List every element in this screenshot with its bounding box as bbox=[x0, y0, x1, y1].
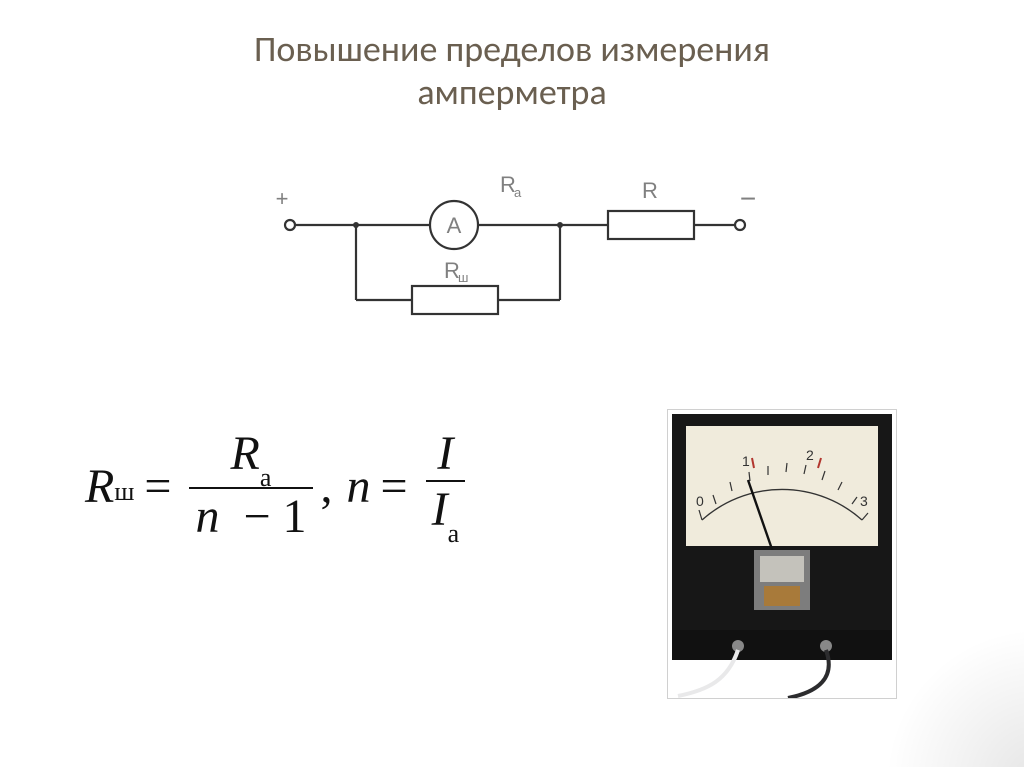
scale-panel bbox=[686, 426, 878, 546]
coil bbox=[764, 586, 800, 606]
base-block bbox=[672, 630, 892, 660]
plus-label: + bbox=[276, 186, 289, 211]
var-Ra-R: R bbox=[231, 427, 260, 480]
minus-label: − bbox=[740, 183, 756, 214]
var-n1: n bbox=[195, 490, 219, 543]
fraction-I: I Iа bbox=[426, 430, 466, 543]
ammeter-photo-svg: 0 1 2 3 bbox=[668, 410, 896, 698]
resistor-Rsh bbox=[412, 286, 498, 314]
Ra-label-sub: а bbox=[514, 185, 522, 200]
num-Ra: Rа bbox=[225, 430, 278, 487]
sub-sh: ш bbox=[114, 477, 134, 507]
mark-0: 0 bbox=[696, 493, 704, 509]
eq1: = bbox=[144, 459, 171, 514]
circuit-svg: + − A R R а R ш bbox=[260, 150, 770, 350]
photo-bg-bottom bbox=[668, 660, 896, 698]
ammeter-label: A bbox=[447, 213, 462, 238]
fraction-Rsh: Rа n − 1 bbox=[189, 430, 312, 543]
title-line1: Повышение пределов измерения bbox=[254, 27, 770, 71]
mark-1: 1 bbox=[742, 453, 750, 469]
Rsh-label-sub: ш bbox=[458, 270, 468, 285]
num-I: I bbox=[431, 430, 459, 480]
sub-Ia: а bbox=[448, 519, 460, 548]
eq2: = bbox=[381, 459, 408, 514]
var-R: R bbox=[85, 459, 114, 514]
corner-shadow bbox=[884, 627, 1024, 767]
minus1: − 1 bbox=[243, 490, 306, 543]
circuit-diagram: + − A R R а R ш bbox=[260, 150, 770, 350]
formula-block: Rш = Rа n − 1 , n = I Iа bbox=[85, 430, 625, 610]
title-line2: амперметра bbox=[417, 70, 606, 114]
var-n2: n bbox=[347, 459, 371, 514]
right-terminal bbox=[735, 220, 745, 230]
slide-title: Повышение пределов измерения амперметра bbox=[0, 28, 1024, 114]
left-terminal bbox=[285, 220, 295, 230]
mark-3: 3 bbox=[860, 493, 868, 509]
movement-window bbox=[760, 556, 804, 582]
den-nminus1: n − 1 bbox=[189, 487, 312, 543]
ammeter-photo: 0 1 2 3 bbox=[668, 410, 896, 698]
R-label: R bbox=[642, 178, 658, 203]
mark-2: 2 bbox=[806, 447, 814, 463]
den-Ia: Iа bbox=[426, 480, 466, 543]
resistor-R bbox=[608, 211, 694, 239]
formula: Rш = Rа n − 1 , n = I Iа bbox=[85, 430, 625, 543]
sub-Ra: а bbox=[260, 463, 272, 492]
var-Ia-I: I bbox=[432, 483, 448, 536]
comma: , bbox=[321, 459, 333, 514]
var-I: I bbox=[437, 427, 453, 480]
